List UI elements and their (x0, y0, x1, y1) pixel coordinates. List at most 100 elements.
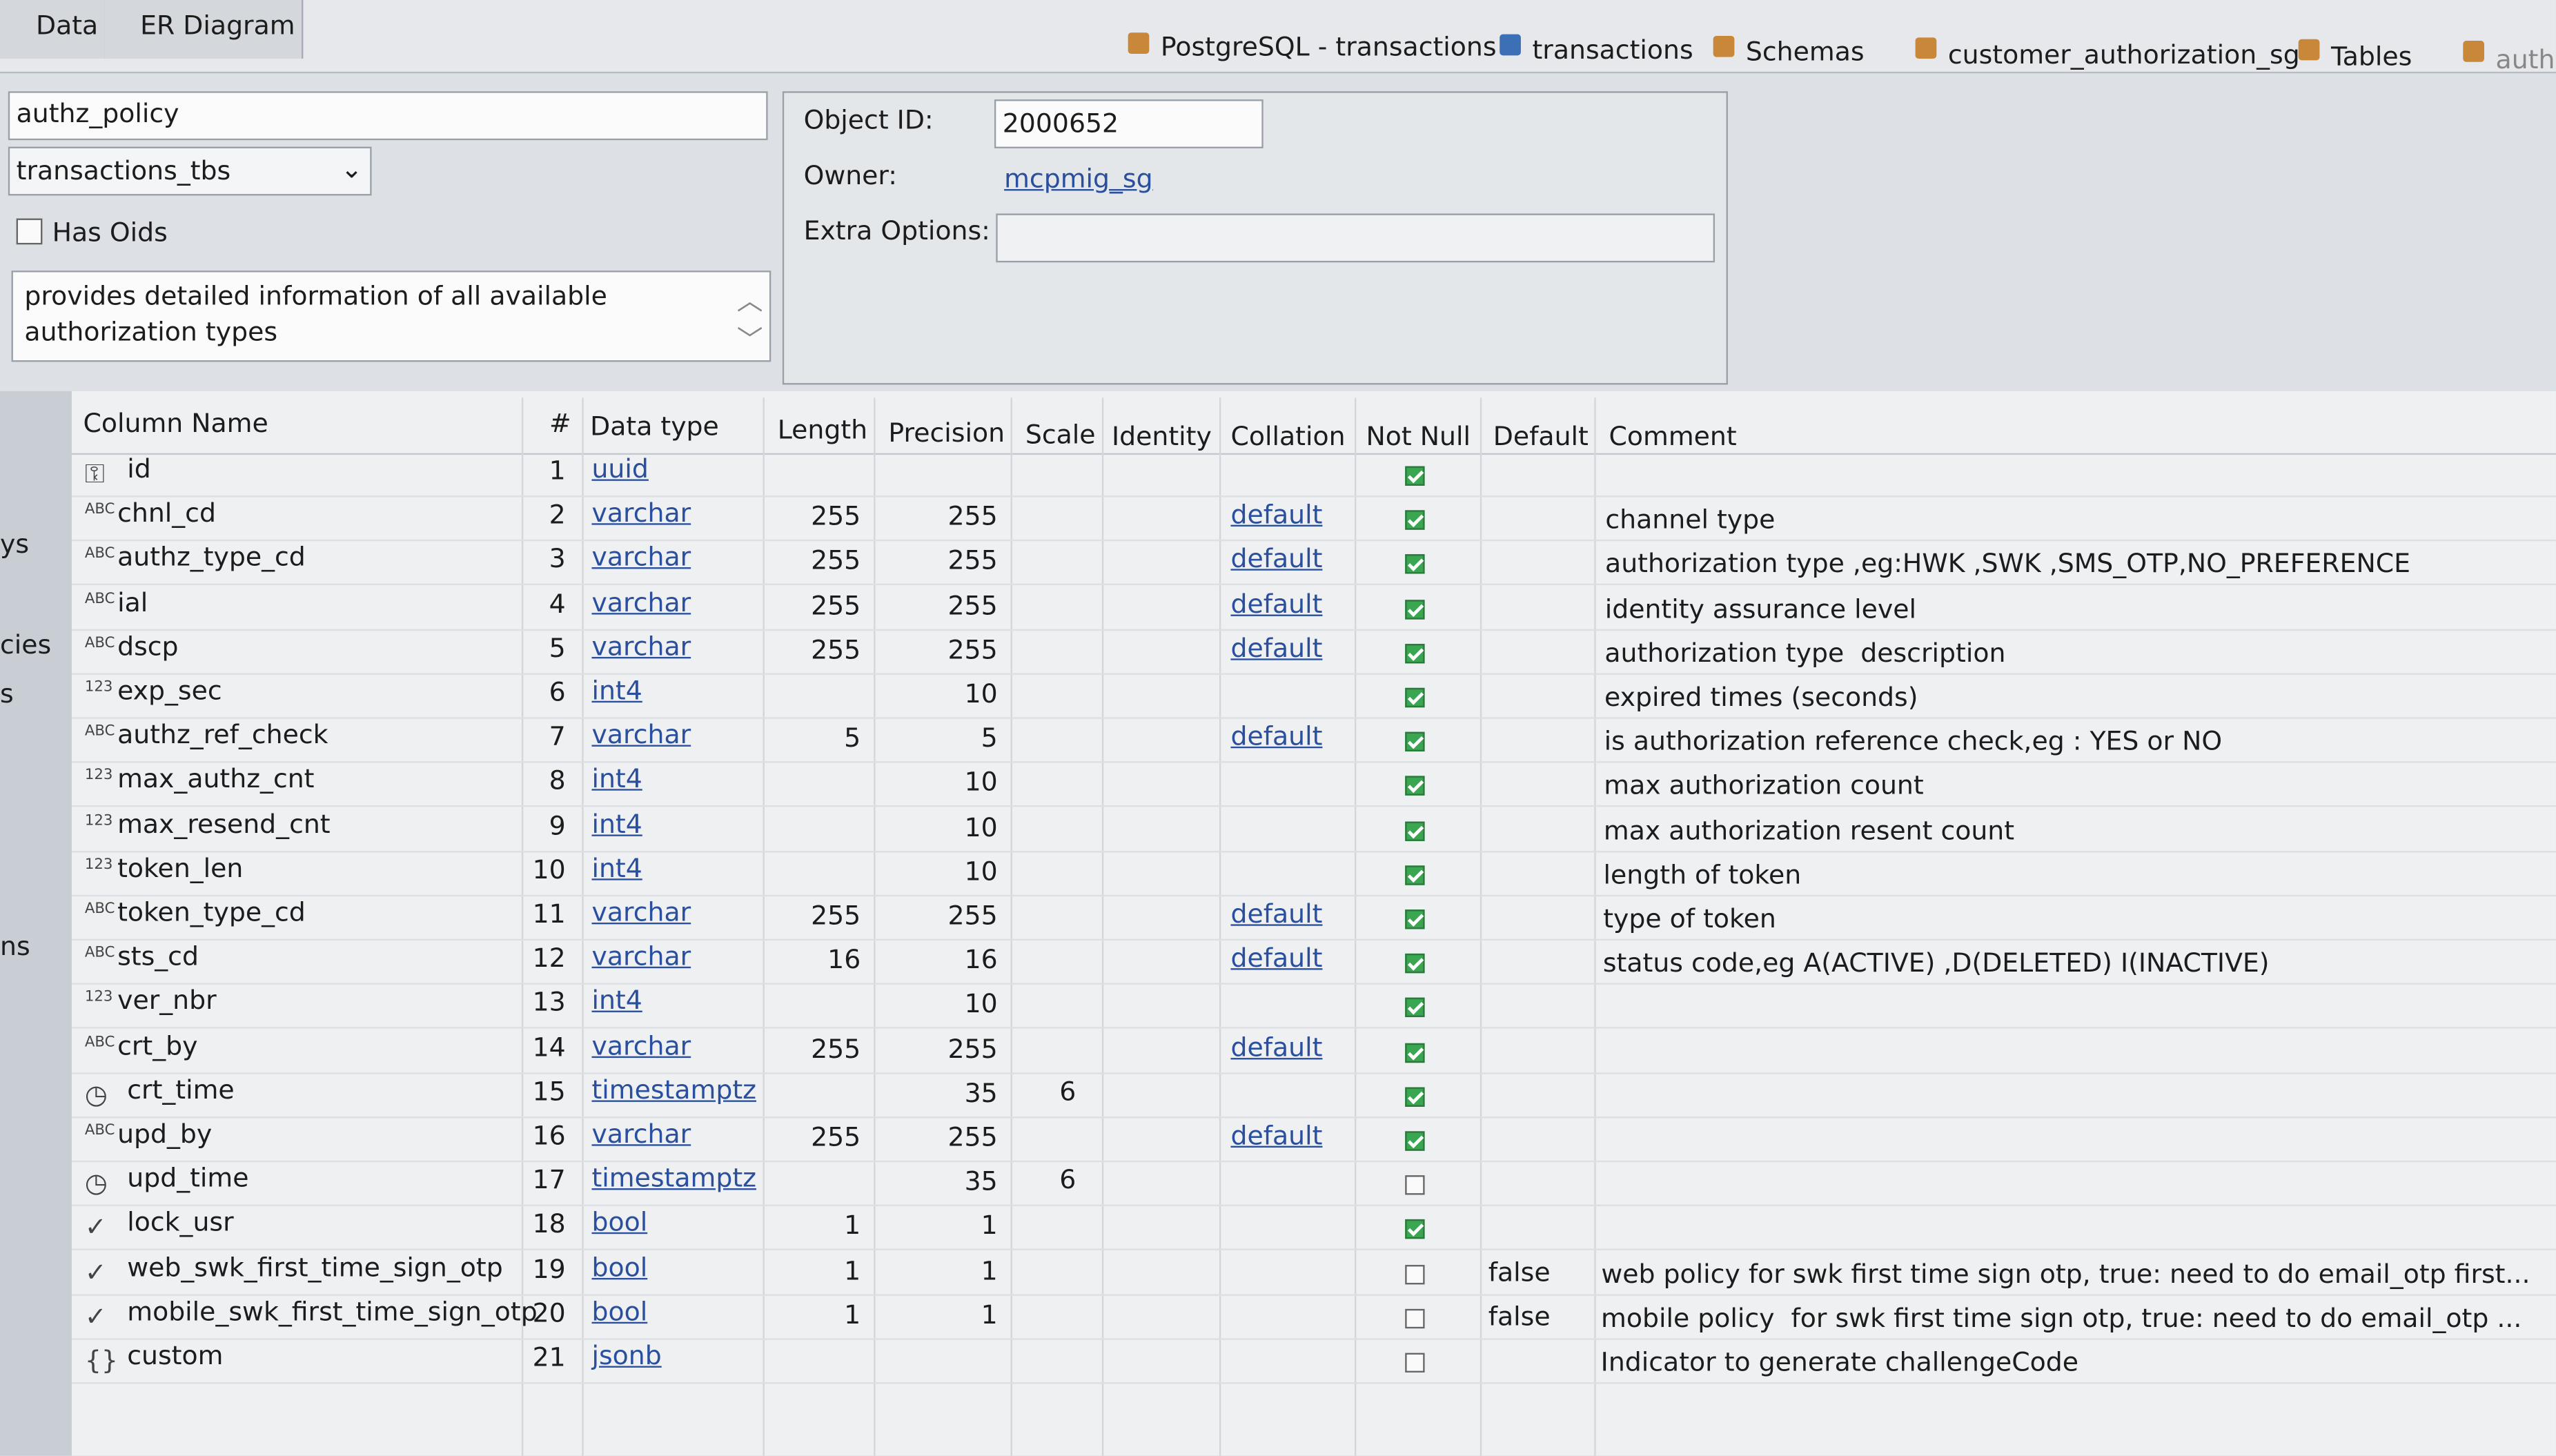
column-name[interactable]: upd_by (117, 1118, 213, 1150)
tab[interactable]: Data (0, 0, 107, 59)
not-null-checkbox[interactable] (1405, 1264, 1425, 1284)
column-name[interactable]: ial (117, 586, 148, 618)
data-type[interactable]: timestamptz (591, 1162, 757, 1194)
breadcrumb[interactable]: authz (2495, 43, 2556, 75)
column-name[interactable]: custom (127, 1339, 224, 1371)
column-name[interactable]: sts_cd (117, 941, 199, 972)
column-header[interactable]: Data type (590, 411, 719, 442)
collation[interactable]: default (1230, 942, 1323, 974)
breadcrumb[interactable]: PostgreSQL - transactions (1160, 30, 1497, 62)
column-name[interactable]: token_type_cd (117, 896, 306, 928)
data-type[interactable]: int4 (591, 807, 642, 839)
data-type[interactable]: varchar (591, 630, 691, 662)
column-name[interactable]: lock_usr (127, 1206, 234, 1238)
column-header[interactable]: Default (1493, 420, 1589, 452)
description-input[interactable]: provides detailed information of all ava… (11, 270, 771, 362)
data-type[interactable]: varchar (591, 497, 691, 529)
data-type[interactable]: int4 (591, 763, 642, 795)
sidebar-item[interactable]: ys (0, 528, 30, 560)
not-null-checkbox[interactable] (1405, 1352, 1425, 1373)
column-name[interactable]: dscp (117, 630, 179, 662)
data-type[interactable]: uuid (591, 453, 649, 484)
not-null-checkbox[interactable] (1405, 466, 1425, 486)
column-header[interactable]: Length (777, 413, 868, 445)
data-type[interactable]: varchar (591, 1118, 691, 1150)
not-null-checkbox[interactable] (1405, 909, 1425, 929)
collation[interactable]: default (1230, 632, 1323, 663)
not-null-checkbox[interactable] (1405, 998, 1425, 1018)
not-null-checkbox[interactable] (1405, 1042, 1425, 1063)
owner-link[interactable]: mcpmig_sg (1004, 163, 1153, 195)
not-null-checkbox[interactable] (1405, 687, 1425, 708)
not-null-checkbox[interactable] (1405, 732, 1425, 752)
column-name[interactable]: exp_sec (117, 674, 222, 706)
column-name[interactable]: crt_time (127, 1074, 235, 1105)
data-type[interactable]: bool (591, 1295, 648, 1327)
not-null-checkbox[interactable] (1405, 1175, 1425, 1195)
not-null-checkbox[interactable] (1405, 954, 1425, 974)
collation[interactable]: default (1230, 720, 1323, 752)
not-null-checkbox[interactable] (1405, 865, 1425, 885)
data-type[interactable]: int4 (591, 985, 642, 1016)
breadcrumb[interactable]: transactions (1532, 33, 1693, 65)
collation[interactable]: default (1230, 543, 1323, 575)
column-name[interactable]: web_swk_first_time_sign_otp (127, 1251, 503, 1283)
column-name[interactable]: crt_by (117, 1029, 198, 1061)
not-null-checkbox[interactable] (1405, 1131, 1425, 1151)
breadcrumb[interactable]: Tables (2330, 41, 2412, 72)
data-type[interactable]: jsonb (591, 1339, 662, 1371)
data-type[interactable]: varchar (591, 896, 691, 928)
not-null-checkbox[interactable] (1405, 1308, 1425, 1328)
column-header[interactable]: Precision (888, 417, 1005, 449)
data-type[interactable]: bool (591, 1206, 648, 1238)
data-type[interactable]: timestamptz (591, 1074, 757, 1105)
tab[interactable]: ER Diagram (104, 0, 304, 59)
breadcrumb[interactable]: customer_authorization_sg (1947, 38, 2300, 70)
column-header[interactable]: Identity (1112, 420, 1212, 452)
column-name[interactable]: ver_nbr (117, 985, 217, 1016)
data-type[interactable]: varchar (591, 719, 691, 751)
not-null-checkbox[interactable] (1405, 643, 1425, 663)
has-oids-checkbox[interactable] (16, 218, 43, 245)
column-header[interactable]: Comment (1609, 420, 1737, 452)
data-type[interactable]: varchar (591, 586, 691, 618)
data-type[interactable]: varchar (591, 1029, 691, 1061)
not-null-checkbox[interactable] (1405, 510, 1425, 531)
not-null-checkbox[interactable] (1405, 776, 1425, 796)
not-null-checkbox[interactable] (1405, 820, 1425, 840)
collation[interactable]: default (1230, 587, 1323, 619)
sidebar-item[interactable]: ns (0, 930, 30, 962)
column-name[interactable]: authz_type_cd (117, 542, 306, 573)
data-type[interactable]: bool (591, 1251, 648, 1283)
collation[interactable]: default (1230, 499, 1323, 531)
column-header[interactable]: Column Name (83, 407, 268, 439)
collation[interactable]: default (1230, 898, 1323, 929)
column-name[interactable]: token_len (117, 852, 244, 883)
tablespace-select[interactable]: transactions_tbs ⌄ (8, 146, 372, 196)
breadcrumb[interactable]: Schemas (1745, 35, 1865, 67)
name-input[interactable]: authz_policy (8, 91, 768, 141)
data-type[interactable]: int4 (591, 852, 642, 883)
not-null-checkbox[interactable] (1405, 1219, 1425, 1240)
data-type[interactable]: varchar (591, 941, 691, 972)
sidebar-item[interactable]: cies (0, 629, 52, 660)
column-header[interactable]: Not Null (1366, 420, 1471, 452)
column-name[interactable]: max_authz_cnt (117, 763, 315, 795)
column-name[interactable]: max_resend_cnt (117, 807, 331, 839)
column-name[interactable]: upd_time (127, 1162, 249, 1194)
not-null-checkbox[interactable] (1405, 599, 1425, 619)
column-header[interactable]: Scale (1025, 419, 1096, 450)
not-null-checkbox[interactable] (1405, 1087, 1425, 1107)
column-header[interactable]: # (549, 407, 571, 439)
column-name[interactable]: id (127, 453, 151, 484)
not-null-checkbox[interactable] (1405, 555, 1425, 575)
column-header[interactable]: Collation (1230, 420, 1346, 452)
extra-options-input[interactable] (996, 213, 1716, 263)
column-name[interactable]: mobile_swk_first_time_sign_otp (127, 1295, 538, 1327)
sidebar-item[interactable]: s (0, 678, 14, 709)
collation[interactable]: default (1230, 1119, 1323, 1151)
column-name[interactable]: authz_ref_check (117, 719, 328, 751)
column-name[interactable]: chnl_cd (117, 497, 216, 529)
data-type[interactable]: int4 (591, 674, 642, 706)
data-type[interactable]: varchar (591, 542, 691, 573)
